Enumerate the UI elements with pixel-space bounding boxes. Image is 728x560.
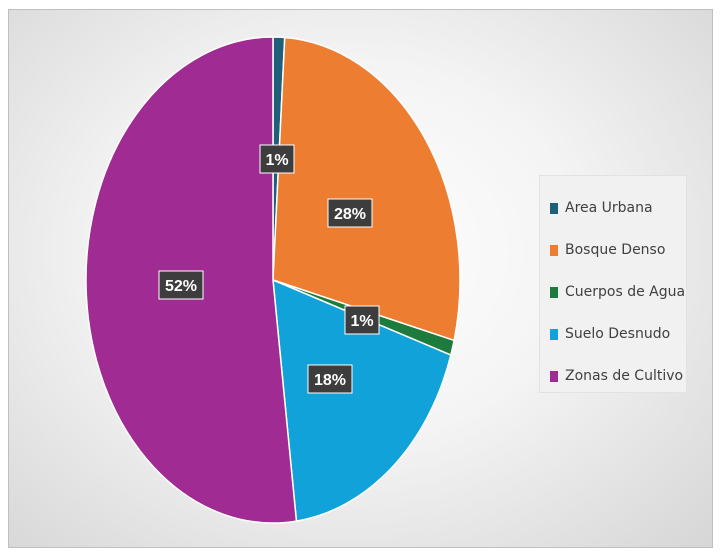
data-label-text: 1% xyxy=(265,152,288,169)
legend-item-suelo-desnudo: Suelo Desnudo xyxy=(540,313,686,355)
pie-chart: 1% 28% 1% 18% 52% xyxy=(85,36,461,524)
data-label-text: 18% xyxy=(314,372,346,389)
legend-label-suelo-desnudo: Suelo Desnudo xyxy=(565,326,671,342)
legend-label-area-urbana: Area Urbana xyxy=(565,200,653,216)
legend-swatch-bosque-denso xyxy=(550,244,558,256)
legend-swatch-area-urbana xyxy=(550,202,558,214)
data-label-box xyxy=(327,198,373,228)
data-label-box xyxy=(307,364,353,394)
legend-item-bosque-denso: Bosque Denso xyxy=(540,229,686,271)
data-label-suelo-desnudo: 18% xyxy=(307,364,353,394)
legend-swatch-cuerpos-de-agua xyxy=(550,286,558,298)
legend-swatch-suelo-desnudo xyxy=(550,328,558,340)
data-label-box xyxy=(259,144,295,174)
data-label-bosque-denso: 28% xyxy=(327,198,373,228)
legend-label-zonas-de-cultivo: Zonas de Cultivo xyxy=(565,368,684,384)
data-label-cuerpos-de-agua: 1% xyxy=(344,305,380,335)
data-label-box xyxy=(344,305,380,335)
pie-data-labels: 1% 28% 1% 18% 52% xyxy=(158,144,380,394)
data-label-zonas-de-cultivo: 52% xyxy=(158,270,204,300)
data-label-area-urbana: 1% xyxy=(259,144,295,174)
data-label-text: 28% xyxy=(334,206,366,223)
pie-slice-suelo-desnudo xyxy=(272,279,452,522)
pie-slices xyxy=(85,36,461,524)
legend-item-area-urbana: Area Urbana xyxy=(540,187,686,229)
legend-item-cuerpos-de-agua: Cuerpos de Agua xyxy=(540,271,686,313)
legend: Area Urbana Bosque Denso Cuerpos de Agua… xyxy=(539,175,687,393)
legend-item-zonas-de-cultivo: Zonas de Cultivo xyxy=(540,355,686,397)
legend-swatch-zonas-de-cultivo xyxy=(550,370,558,382)
data-label-text: 1% xyxy=(350,313,373,330)
pie-slice-bosque-denso xyxy=(272,36,461,342)
legend-label-cuerpos-de-agua: Cuerpos de Agua xyxy=(565,284,686,300)
data-label-text: 52% xyxy=(165,278,197,295)
legend-label-bosque-denso: Bosque Denso xyxy=(565,242,666,258)
data-label-box xyxy=(158,270,204,300)
chart-area: 1% 28% 1% 18% 52% Area Urbana Bosque Denso C… xyxy=(8,9,713,548)
